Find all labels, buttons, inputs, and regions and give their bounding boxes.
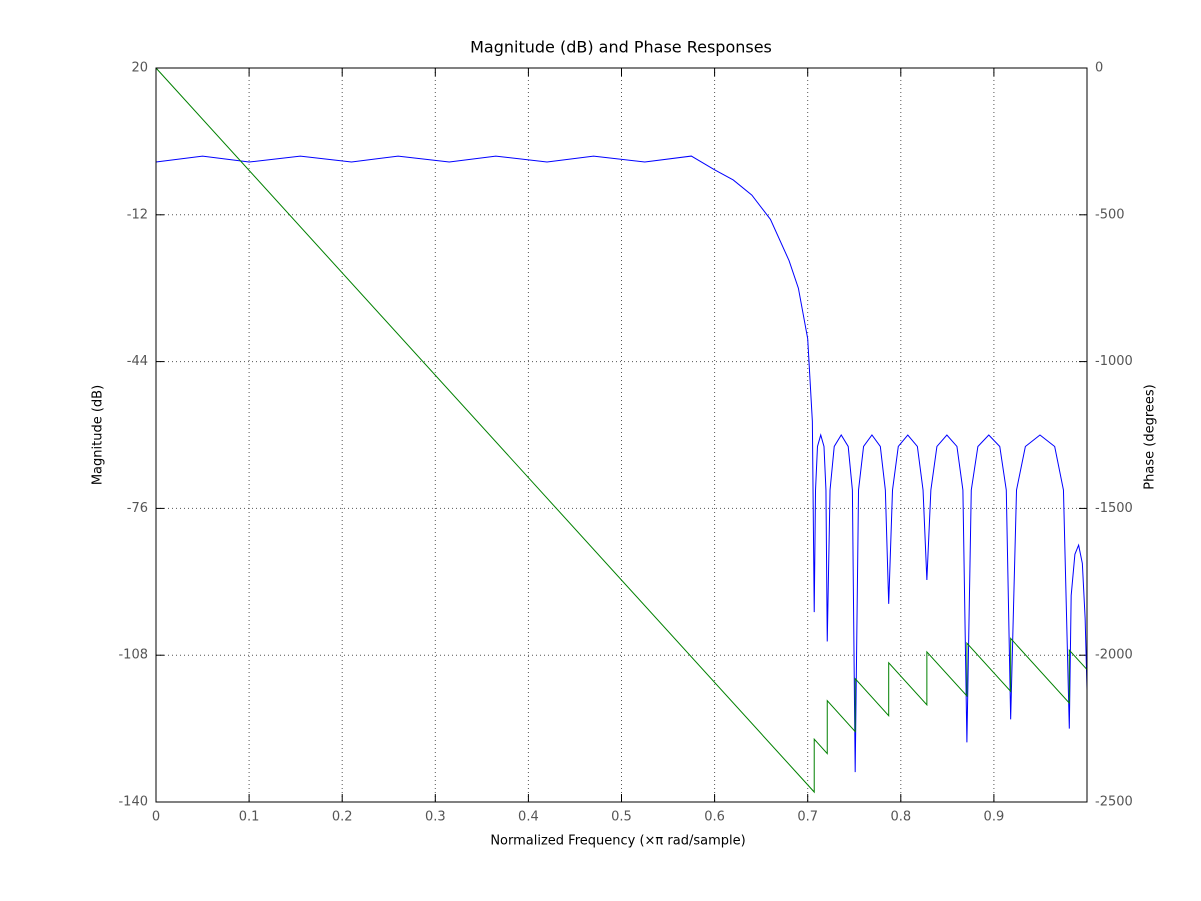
line-series xyxy=(155,67,1088,794)
x-tick-label: 0.8 xyxy=(890,810,911,825)
line-series xyxy=(155,155,1088,773)
x-tick-label: 0.3 xyxy=(425,810,446,825)
x-axis-label: Normalized Frequency (×π rad/sample) xyxy=(490,834,745,849)
chart-title: Magnitude (dB) and Phase Responses xyxy=(470,38,772,57)
x-tick-label: 0.5 xyxy=(611,810,632,825)
y2-axis-label: Phase (degrees) xyxy=(1143,384,1158,489)
y-tick-label: -12 xyxy=(127,207,148,222)
x-tick-label: 0 xyxy=(152,810,160,825)
axes-box xyxy=(155,67,1088,803)
y-tick-label: -44 xyxy=(127,354,148,369)
y-tick-label: -76 xyxy=(127,501,148,516)
y2-tick-label: -2500 xyxy=(1095,795,1133,810)
y2-tick-label: -2000 xyxy=(1095,648,1133,663)
x-tick-label: 0.9 xyxy=(984,810,1005,825)
y2-tick-label: -1000 xyxy=(1095,354,1133,369)
y-tick-label: 20 xyxy=(131,61,148,76)
x-tick-label: 0.1 xyxy=(239,810,260,825)
x-tick-label: 0.7 xyxy=(797,810,818,825)
y2-tick-label: -500 xyxy=(1095,207,1125,222)
y-tick-label: -140 xyxy=(118,795,148,810)
y-tick-label: -108 xyxy=(118,648,148,663)
x-tick-label: 0.4 xyxy=(518,810,539,825)
x-tick-label: 0.6 xyxy=(704,810,725,825)
x-tick-label: 0.2 xyxy=(332,810,353,825)
y2-tick-label: 0 xyxy=(1095,61,1103,76)
y-axis-label: Magnitude (dB) xyxy=(91,385,106,485)
y2-tick-label: -1500 xyxy=(1095,501,1133,516)
plot-area xyxy=(156,68,1087,802)
